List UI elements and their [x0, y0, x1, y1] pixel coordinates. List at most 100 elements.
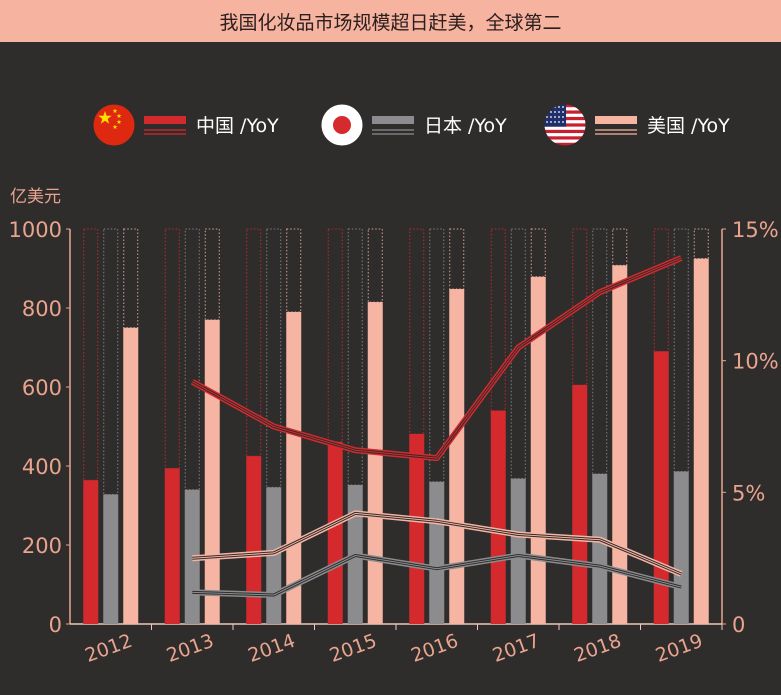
flag-star: [562, 121, 564, 123]
x-tick-label: 2013: [164, 630, 217, 667]
flag-star: [558, 116, 560, 118]
yoy-line-inner: [192, 512, 682, 575]
bar-2015-2: [367, 302, 383, 624]
bar-outline: [409, 228, 425, 435]
bar-2013-0: [164, 468, 180, 624]
bar-outline: [367, 228, 383, 303]
flag-star: [562, 111, 564, 113]
y-axis-label: 亿美元: [10, 187, 61, 207]
bar-2012-0: [83, 480, 99, 624]
bar-outline: [327, 228, 343, 443]
legend-label: 中国 /YoY: [196, 115, 279, 137]
y-tick-label: 600: [22, 376, 62, 400]
flag-star: [558, 111, 560, 113]
legend-bar-swatch: [144, 116, 186, 124]
bar-outline: [184, 228, 200, 491]
flag-sun: [333, 116, 351, 134]
flag-star: [116, 119, 122, 124]
bar-2018-0: [572, 385, 588, 624]
y2-tick-label: 0: [732, 613, 745, 637]
bar-outline: [246, 228, 262, 457]
flag-star: [550, 106, 552, 108]
flag-star: [554, 121, 556, 123]
bar-2014-2: [286, 311, 302, 624]
flag-star: [546, 106, 548, 108]
bar-2012-2: [123, 327, 139, 624]
bar-outline: [429, 228, 445, 483]
flag-star: [116, 113, 122, 118]
japan-flag: [321, 104, 363, 146]
flag-stripe: [544, 126, 586, 131]
bar-2018-1: [592, 473, 608, 624]
x-tick-label: 2012: [82, 630, 135, 667]
legend-bar-swatch: [595, 116, 637, 124]
bar-outline: [572, 228, 588, 386]
x-tick-label: 2014: [245, 630, 298, 667]
flag-star: [558, 121, 560, 123]
legend-bar-swatch: [372, 116, 414, 124]
y-tick-label: 0: [49, 613, 62, 637]
china-flag: [93, 104, 135, 146]
bar-outline: [612, 228, 628, 266]
x-tick-label: 2017: [490, 630, 543, 667]
bar-2019-0: [653, 351, 669, 624]
x-tick-label: 2018: [571, 630, 624, 667]
y-tick-label: 200: [22, 534, 62, 558]
flag-ring: [543, 103, 587, 147]
flag-stripe: [544, 129, 586, 134]
bar-outline: [449, 228, 465, 290]
flag-star: [98, 111, 112, 124]
bar-outline: [103, 228, 119, 495]
legend-item-1: 日本 /YoY: [320, 103, 507, 147]
flag-ring: [92, 103, 136, 147]
flag-star: [550, 111, 552, 113]
bar-2019-2: [693, 258, 709, 624]
flag-stripe: [544, 142, 586, 146]
bar-outline: [673, 228, 689, 473]
flag-star: [546, 121, 548, 123]
bar-outline: [204, 228, 220, 321]
bar-2013-2: [204, 319, 220, 624]
bar-outline: [653, 228, 669, 352]
flag-stripe: [544, 139, 586, 144]
y-tick-label: 800: [22, 297, 62, 321]
y-tick-label: 1000: [9, 218, 62, 242]
bar-2017-1: [510, 478, 526, 624]
bar-outline: [286, 228, 302, 313]
flag-star: [558, 106, 560, 108]
bar-2016-0: [409, 434, 425, 624]
legend-label: 日本 /YoY: [424, 115, 507, 137]
bar-outline: [164, 228, 180, 469]
bar-outline: [266, 228, 282, 488]
flag-star: [554, 111, 556, 113]
flag-stripe: [544, 136, 586, 140]
bar-2017-0: [490, 410, 506, 624]
y2-tick-label: 5%: [732, 481, 765, 505]
yoy-line-2: [192, 510, 683, 577]
x-tick-label: 2015: [327, 630, 380, 667]
flag-star: [550, 116, 552, 118]
bar-2015-0: [327, 441, 343, 624]
yoy-line-0: [190, 255, 683, 462]
y2-tick-label: 10%: [732, 350, 779, 374]
flag-star: [562, 116, 564, 118]
flag-star: [112, 108, 118, 113]
x-tick-label: 2016: [408, 630, 461, 667]
bar-2016-2: [449, 289, 465, 624]
flag-ring: [320, 103, 364, 147]
legend-item-0: 中国 /YoY: [92, 103, 279, 147]
bar-2014-0: [246, 456, 262, 624]
legend-label: 美国 /YoY: [647, 115, 730, 137]
bar-outline: [693, 228, 709, 260]
bar-outline: [490, 228, 506, 412]
flag-star: [546, 116, 548, 118]
x-tick-label: 2019: [653, 630, 706, 667]
bar-2019-1: [673, 471, 689, 624]
chart-title: 我国化妆品市场规模超日赶美，全球第二: [0, 0, 781, 42]
bar-2012-1: [103, 494, 119, 624]
bar-2018-2: [612, 265, 628, 624]
yoy-line-1: [192, 552, 683, 598]
flag-stripe: [544, 133, 586, 137]
bar-outline: [530, 228, 546, 278]
